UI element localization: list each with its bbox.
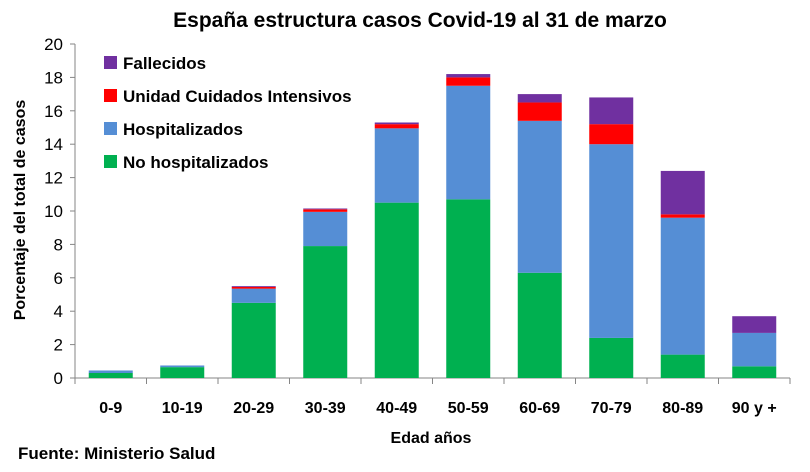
bar-segment — [303, 209, 348, 212]
bar-segment — [88, 370, 133, 373]
y-tick-label: 18 — [44, 68, 63, 87]
bar-segment — [446, 199, 491, 378]
y-tick-label: 14 — [44, 135, 63, 154]
bar-segment — [303, 208, 348, 210]
x-axis-title: Edad años — [391, 430, 472, 447]
legend-label: Fallecidos — [123, 54, 206, 73]
x-tick-label: 10-19 — [162, 400, 203, 417]
x-tick-label: 20-29 — [233, 400, 274, 417]
legend-label: Hospitalizados — [123, 120, 243, 139]
y-tick-label: 8 — [54, 235, 63, 254]
bar-segment — [660, 214, 705, 218]
bar-segment — [589, 337, 634, 378]
y-tick-label: 10 — [44, 202, 63, 221]
bar-segment — [160, 365, 205, 368]
bar-segment — [517, 120, 562, 273]
bar-segment — [374, 128, 419, 203]
legend-swatch — [104, 56, 117, 69]
x-tick-label: 0-9 — [99, 400, 122, 417]
x-tick-label: 30-39 — [305, 400, 346, 417]
bar-segment — [589, 144, 634, 338]
y-tick-label: 16 — [44, 102, 63, 121]
legend: Fallecidos Unidad Cuidados Intensivos Hosp… — [104, 54, 352, 172]
source-note: Fuente: Ministerio Salud — [18, 444, 216, 463]
bar-segment — [303, 246, 348, 378]
bar-segment — [374, 202, 419, 378]
bar-segment — [732, 332, 777, 367]
bar-segment — [231, 286, 276, 289]
bar-segment — [517, 102, 562, 121]
bar-segment — [660, 170, 705, 215]
x-tick-label: 70-79 — [591, 400, 632, 417]
y-tick-label: 12 — [44, 169, 63, 188]
bar-segment — [231, 302, 276, 378]
y-tick-label: 2 — [54, 336, 63, 355]
y-tick-label: 20 — [44, 35, 63, 54]
bar-segment — [231, 286, 276, 287]
chart-title: España estructura casos Covid-19 al 31 d… — [173, 9, 667, 32]
x-tick-label: 50-59 — [448, 400, 489, 417]
x-tick-label: 60-69 — [519, 400, 560, 417]
x-axis-categories: 0-9 10-19 20-29 30-39 40-49 50-59 60-69 70-79 80… — [74, 378, 791, 417]
y-tick-label: 0 — [54, 369, 63, 388]
bar-segment — [732, 366, 777, 378]
bar-segment — [517, 94, 562, 103]
legend-swatch — [104, 89, 117, 102]
plot-area — [74, 44, 790, 379]
bar-segment — [660, 354, 705, 378]
y-axis-ticks: 0 2 4 6 8 10 12 14 16 18 20 — [44, 35, 75, 388]
bar-segment — [446, 74, 491, 78]
legend-swatch — [104, 122, 117, 135]
bar-segment — [231, 288, 276, 303]
bar-segment — [446, 77, 491, 86]
x-tick-label: 40-49 — [376, 400, 417, 417]
x-tick-label: 90 y + — [732, 400, 777, 417]
y-tick-label: 6 — [54, 269, 63, 288]
legend-label: No hospitalizados — [123, 153, 268, 172]
bar-segment — [374, 124, 419, 129]
bar-segment — [517, 272, 562, 378]
bar-segment — [160, 367, 205, 378]
bar-segment — [374, 122, 419, 125]
legend-swatch — [104, 155, 117, 168]
bar-segment — [589, 124, 634, 145]
bar-segment — [732, 316, 777, 333]
bar-segment — [303, 211, 348, 247]
y-axis-title: Porcentaje del total de casos — [12, 100, 29, 321]
y-tick-label: 4 — [54, 302, 63, 321]
x-tick-label: 80-89 — [662, 400, 703, 417]
bar-segment — [88, 372, 133, 378]
bar-segment — [446, 85, 491, 200]
bar-segment — [660, 217, 705, 355]
bar-segment — [589, 97, 634, 125]
legend-label: Unidad Cuidados Intensivos — [123, 87, 352, 106]
